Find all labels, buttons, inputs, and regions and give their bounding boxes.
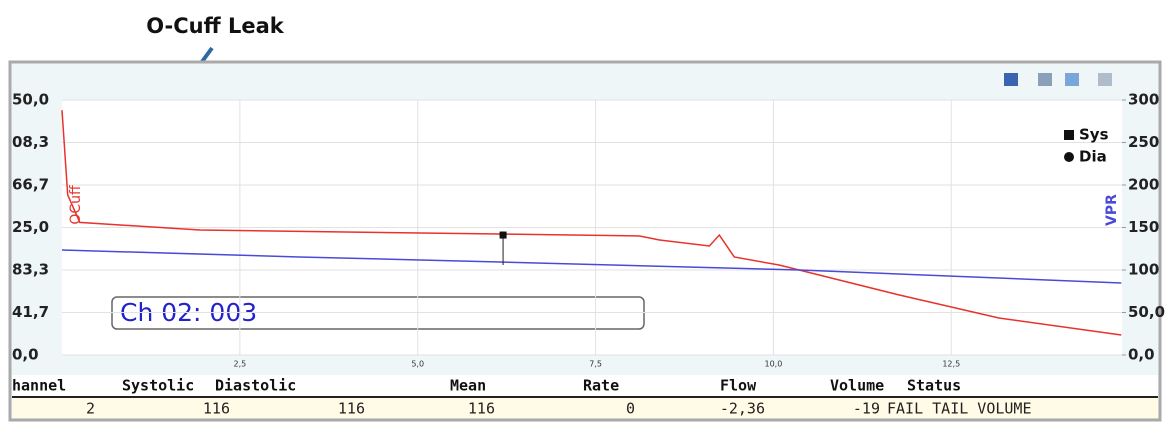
panel-box xyxy=(111,296,645,330)
y-axis-label: OCuff xyxy=(68,185,84,225)
y-tick-label: 08,3 xyxy=(12,133,49,151)
print-icon[interactable] xyxy=(1038,73,1052,86)
toolbar[interactable] xyxy=(1004,73,1112,86)
x-tick-label: 7,5 xyxy=(589,360,602,369)
table-cell: 116 xyxy=(468,400,495,418)
legend-swatch xyxy=(1064,130,1074,140)
y-tick-label: 41,7 xyxy=(12,303,49,321)
export-icon[interactable] xyxy=(1098,73,1112,86)
table-header: hannel xyxy=(12,377,66,395)
legend-label: Dia xyxy=(1079,148,1107,166)
table-header-bg xyxy=(12,375,1158,397)
annotation: O-Cuff Leak xyxy=(146,14,284,38)
table-cell: 116 xyxy=(338,400,365,418)
table-cell: 0 xyxy=(626,400,635,418)
copy-icon[interactable] xyxy=(1065,73,1079,86)
table-header: Status xyxy=(907,377,961,395)
y2-axis-label: VPR xyxy=(1104,194,1120,226)
table-header: Systolic xyxy=(122,377,194,395)
table-row-bg xyxy=(12,397,1158,418)
y-tick-label: 0,0 xyxy=(12,346,39,364)
table-header: Volume xyxy=(830,377,884,395)
save-icon[interactable] xyxy=(1004,73,1018,86)
table-cell: -2,36 xyxy=(720,400,765,418)
table-header: Mean xyxy=(450,377,486,395)
y2-tick-label: 100 xyxy=(1128,261,1159,279)
y2-tick-label: 200 xyxy=(1128,176,1159,194)
y2-tick-label: 250 xyxy=(1128,133,1159,151)
y2-tick-label: 300 xyxy=(1128,91,1159,109)
y-tick-label: 83,3 xyxy=(12,261,49,279)
series-line xyxy=(61,249,1122,284)
legend-swatch xyxy=(1064,152,1074,162)
y2-tick-label: 150 xyxy=(1128,218,1159,236)
legend-label: Sys xyxy=(1079,126,1109,144)
table-cell: FAIL TAIL VOLUME xyxy=(887,400,1032,418)
x-tick-label: 2,5 xyxy=(233,360,246,369)
table-cell: -19 xyxy=(853,400,880,418)
x-tick-label: 5,0 xyxy=(411,360,424,369)
y2-tick-label: 50,0 xyxy=(1128,303,1165,321)
y2-tick-label: 0,0 xyxy=(1128,346,1155,364)
x-tick-label: 12,5 xyxy=(942,360,960,369)
y-tick-label: 66,7 xyxy=(12,175,49,193)
table-header: Diastolic xyxy=(215,377,296,395)
y-tick-label: 50,0 xyxy=(12,91,49,109)
dia-marker xyxy=(499,231,507,239)
table-cell: 116 xyxy=(203,400,230,418)
y-tick-label: 25,0 xyxy=(12,218,49,236)
table-cell: 2 xyxy=(86,400,95,418)
x-tick-label: 10,0 xyxy=(765,360,783,369)
series-line xyxy=(61,110,1122,336)
table-header: Rate xyxy=(583,377,619,395)
table-header: Flow xyxy=(720,377,757,395)
